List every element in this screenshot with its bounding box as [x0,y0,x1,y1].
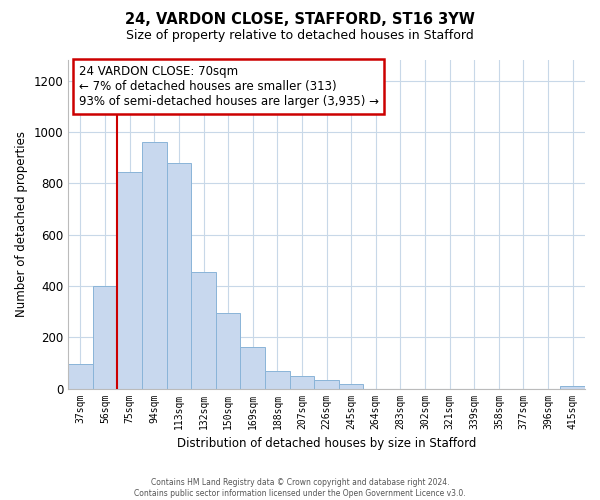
Text: Contains HM Land Registry data © Crown copyright and database right 2024.
Contai: Contains HM Land Registry data © Crown c… [134,478,466,498]
Bar [241,348,265,389]
Bar [118,172,142,388]
Bar [314,380,339,388]
X-axis label: Distribution of detached houses by size in Stafford: Distribution of detached houses by size … [177,437,476,450]
Y-axis label: Number of detached properties: Number of detached properties [15,132,28,318]
Bar [191,272,216,388]
Bar [142,142,167,388]
Text: 24, VARDON CLOSE, STAFFORD, ST16 3YW: 24, VARDON CLOSE, STAFFORD, ST16 3YW [125,12,475,28]
Bar [93,286,118,388]
Bar [339,384,364,388]
Bar [560,386,585,388]
Text: Size of property relative to detached houses in Stafford: Size of property relative to detached ho… [126,29,474,42]
Bar [68,364,93,388]
Text: 24 VARDON CLOSE: 70sqm
← 7% of detached houses are smaller (313)
93% of semi-det: 24 VARDON CLOSE: 70sqm ← 7% of detached … [79,65,379,108]
Bar [216,313,241,388]
Bar [290,376,314,388]
Bar [265,370,290,388]
Bar [167,162,191,388]
